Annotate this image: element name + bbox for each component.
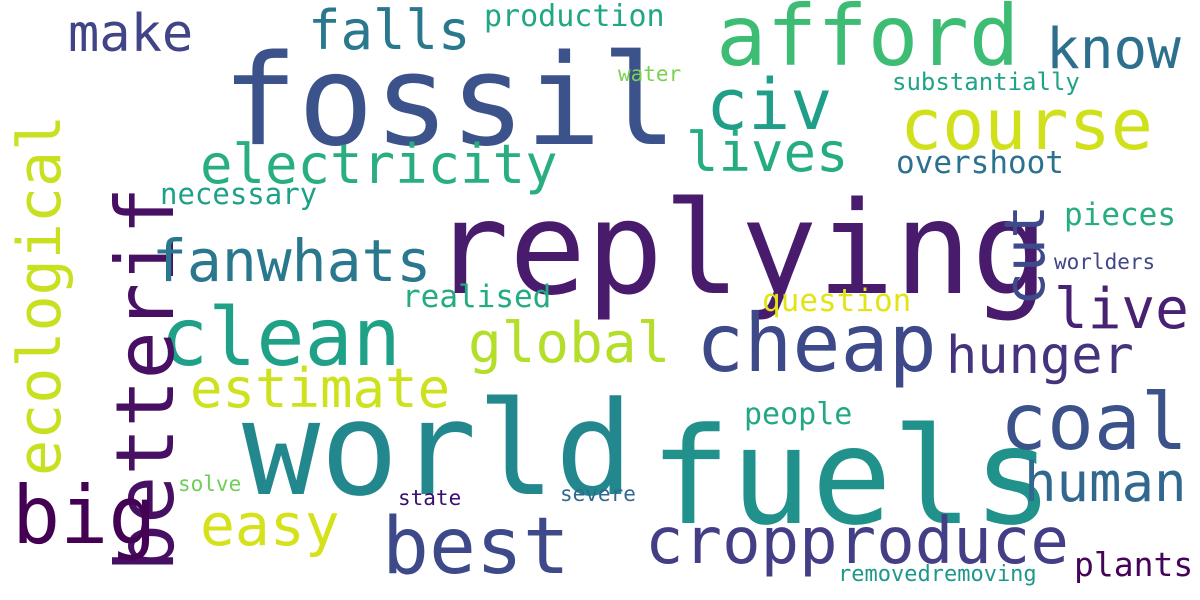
word-course: course	[900, 84, 1153, 166]
word-state: state	[398, 486, 462, 510]
word-world: world	[242, 373, 634, 525]
word-best: best	[382, 502, 570, 592]
word-pieces: pieces	[1064, 197, 1176, 233]
word-question: question	[762, 283, 912, 319]
word-electricity: electricity	[200, 133, 558, 196]
word-coal: coal	[1000, 378, 1188, 468]
word-substantially: substantially	[892, 68, 1080, 96]
word-removedremoving: removedremoving	[838, 562, 1037, 587]
word-clean: clean	[160, 291, 401, 384]
word-production: production	[484, 0, 665, 34]
word-cut: cut	[993, 204, 1058, 306]
word-worlders: worlders	[1054, 250, 1156, 274]
word-global: global	[468, 311, 671, 376]
word-solve: solve	[178, 472, 242, 496]
word-estimate: estimate	[190, 357, 451, 420]
word-know: know	[1046, 17, 1181, 82]
word-overshoot: overshoot	[896, 145, 1064, 181]
word-realised: realised	[402, 279, 552, 315]
word-falls: falls	[308, 0, 471, 62]
word-make: make	[68, 4, 194, 64]
word-big: big	[12, 469, 157, 562]
word-human: human	[1024, 451, 1187, 514]
word-civ: civ	[706, 64, 833, 146]
word-ecological: ecological	[5, 114, 75, 476]
word-hunger: hunger	[946, 326, 1134, 386]
word-fanwhats: fanwhats	[152, 227, 432, 295]
word-afford: afford	[716, 0, 1020, 85]
word-water: water	[618, 62, 682, 86]
word-severe: severe	[560, 482, 636, 506]
word-necessary: necessary	[160, 177, 318, 211]
word-people: people	[744, 397, 853, 432]
word-live: live	[1054, 277, 1189, 342]
word-cheap: cheap	[696, 297, 937, 390]
word-fuels: fuels	[650, 399, 1054, 555]
word-lives: lives	[686, 121, 849, 184]
word-cropproduce: cropproduce	[645, 505, 1069, 579]
word-easy: easy	[200, 491, 340, 559]
word-replying: replying	[432, 175, 1049, 324]
word-plants: plants	[1074, 545, 1194, 584]
word-fossil: fossil	[222, 27, 678, 174]
